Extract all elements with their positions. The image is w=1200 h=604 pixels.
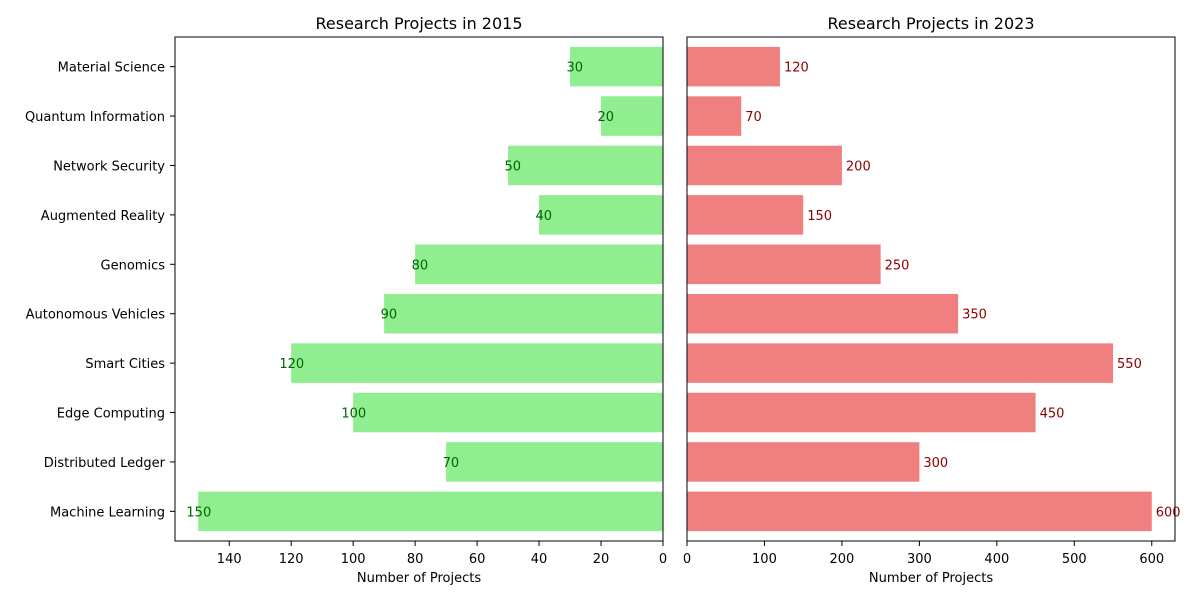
- bar-0-9: [198, 491, 663, 532]
- bar-1-6: [687, 343, 1114, 383]
- bar-0-3: [539, 195, 663, 235]
- x-tick-label-0-1: 20: [593, 552, 610, 567]
- data-label-0-1: 20: [597, 110, 614, 125]
- y-tick-label-0-0: Material Science: [58, 61, 165, 76]
- data-label-0-4: 80: [412, 258, 429, 273]
- bar-1-1: [687, 96, 742, 136]
- chart-title-1: Research Projects in 2023: [827, 14, 1034, 33]
- data-label-1-2: 200: [846, 159, 871, 174]
- x-tick-label-0-2: 40: [531, 552, 548, 567]
- bar-1-8: [687, 442, 920, 482]
- data-label-0-0: 30: [567, 61, 584, 76]
- bar-1-9: [687, 491, 1152, 532]
- data-label-1-8: 300: [923, 456, 948, 471]
- plot-frame-0: [174, 36, 664, 542]
- y-tick-label-0-5: Autonomous Vehicles: [26, 308, 166, 323]
- data-label-0-8: 70: [443, 456, 460, 471]
- x-axis-label-0: Number of Projects: [357, 571, 481, 586]
- data-label-0-5: 90: [381, 308, 398, 323]
- y-tick-label-0-6: Smart Cities: [85, 357, 165, 372]
- y-tick-label-0-8: Distributed Ledger: [44, 456, 166, 471]
- bar-0-4: [415, 244, 663, 285]
- x-tick-label-1-4: 400: [984, 552, 1009, 567]
- x-tick-label-1-1: 100: [752, 552, 777, 567]
- x-tick-label-1-3: 300: [907, 552, 932, 567]
- x-tick-label-1-6: 600: [1139, 552, 1164, 567]
- bar-1-3: [687, 195, 804, 235]
- x-tick-label-0-6: 120: [279, 552, 304, 567]
- x-tick-label-0-3: 60: [469, 552, 486, 567]
- bar-0-2: [508, 145, 663, 186]
- bar-0-5: [384, 293, 663, 334]
- x-tick-label-0-7: 140: [217, 552, 242, 567]
- bar-0-0: [570, 46, 663, 87]
- data-label-0-6: 120: [279, 357, 304, 372]
- x-tick-label-1-5: 500: [1062, 552, 1087, 567]
- y-tick-label-0-1: Quantum Information: [25, 110, 165, 125]
- y-tick-label-0-9: Machine Learning: [50, 505, 165, 520]
- plot-frame-1: [686, 36, 1176, 542]
- bar-0-8: [446, 442, 663, 482]
- y-tick-label-0-2: Network Security: [53, 159, 165, 174]
- data-label-1-3: 150: [807, 209, 832, 224]
- bar-1-0: [687, 46, 780, 87]
- x-axis-label-1: Number of Projects: [869, 571, 993, 586]
- data-label-1-6: 550: [1117, 357, 1142, 372]
- data-label-1-0: 120: [784, 61, 809, 76]
- bar-0-7: [353, 392, 663, 433]
- y-tick-label-0-3: Augmented Reality: [41, 209, 165, 224]
- data-label-0-9: 150: [186, 505, 211, 520]
- data-label-1-7: 450: [1040, 407, 1065, 422]
- bar-1-5: [687, 293, 959, 334]
- data-label-1-4: 250: [885, 258, 910, 273]
- x-tick-label-0-4: 80: [407, 552, 424, 567]
- x-tick-label-1-2: 200: [830, 552, 855, 567]
- data-label-0-7: 100: [341, 407, 366, 422]
- data-label-1-5: 350: [962, 308, 987, 323]
- bar-1-2: [687, 145, 842, 186]
- data-label-1-1: 70: [745, 110, 762, 125]
- data-label-1-9: 600: [1156, 505, 1181, 520]
- bar-0-1: [601, 96, 663, 136]
- bar-1-7: [687, 392, 1036, 433]
- x-tick-label-0-0: 0: [659, 552, 667, 567]
- x-tick-label-0-5: 100: [341, 552, 366, 567]
- bar-0-6: [291, 343, 663, 383]
- y-tick-label-0-7: Edge Computing: [57, 407, 165, 422]
- data-label-0-3: 40: [536, 209, 553, 224]
- bar-1-4: [687, 244, 881, 285]
- data-label-0-2: 50: [505, 159, 522, 174]
- chart-title-0: Research Projects in 2015: [315, 14, 522, 33]
- x-tick-label-1-0: 0: [683, 552, 691, 567]
- y-tick-label-0-4: Genomics: [101, 258, 166, 273]
